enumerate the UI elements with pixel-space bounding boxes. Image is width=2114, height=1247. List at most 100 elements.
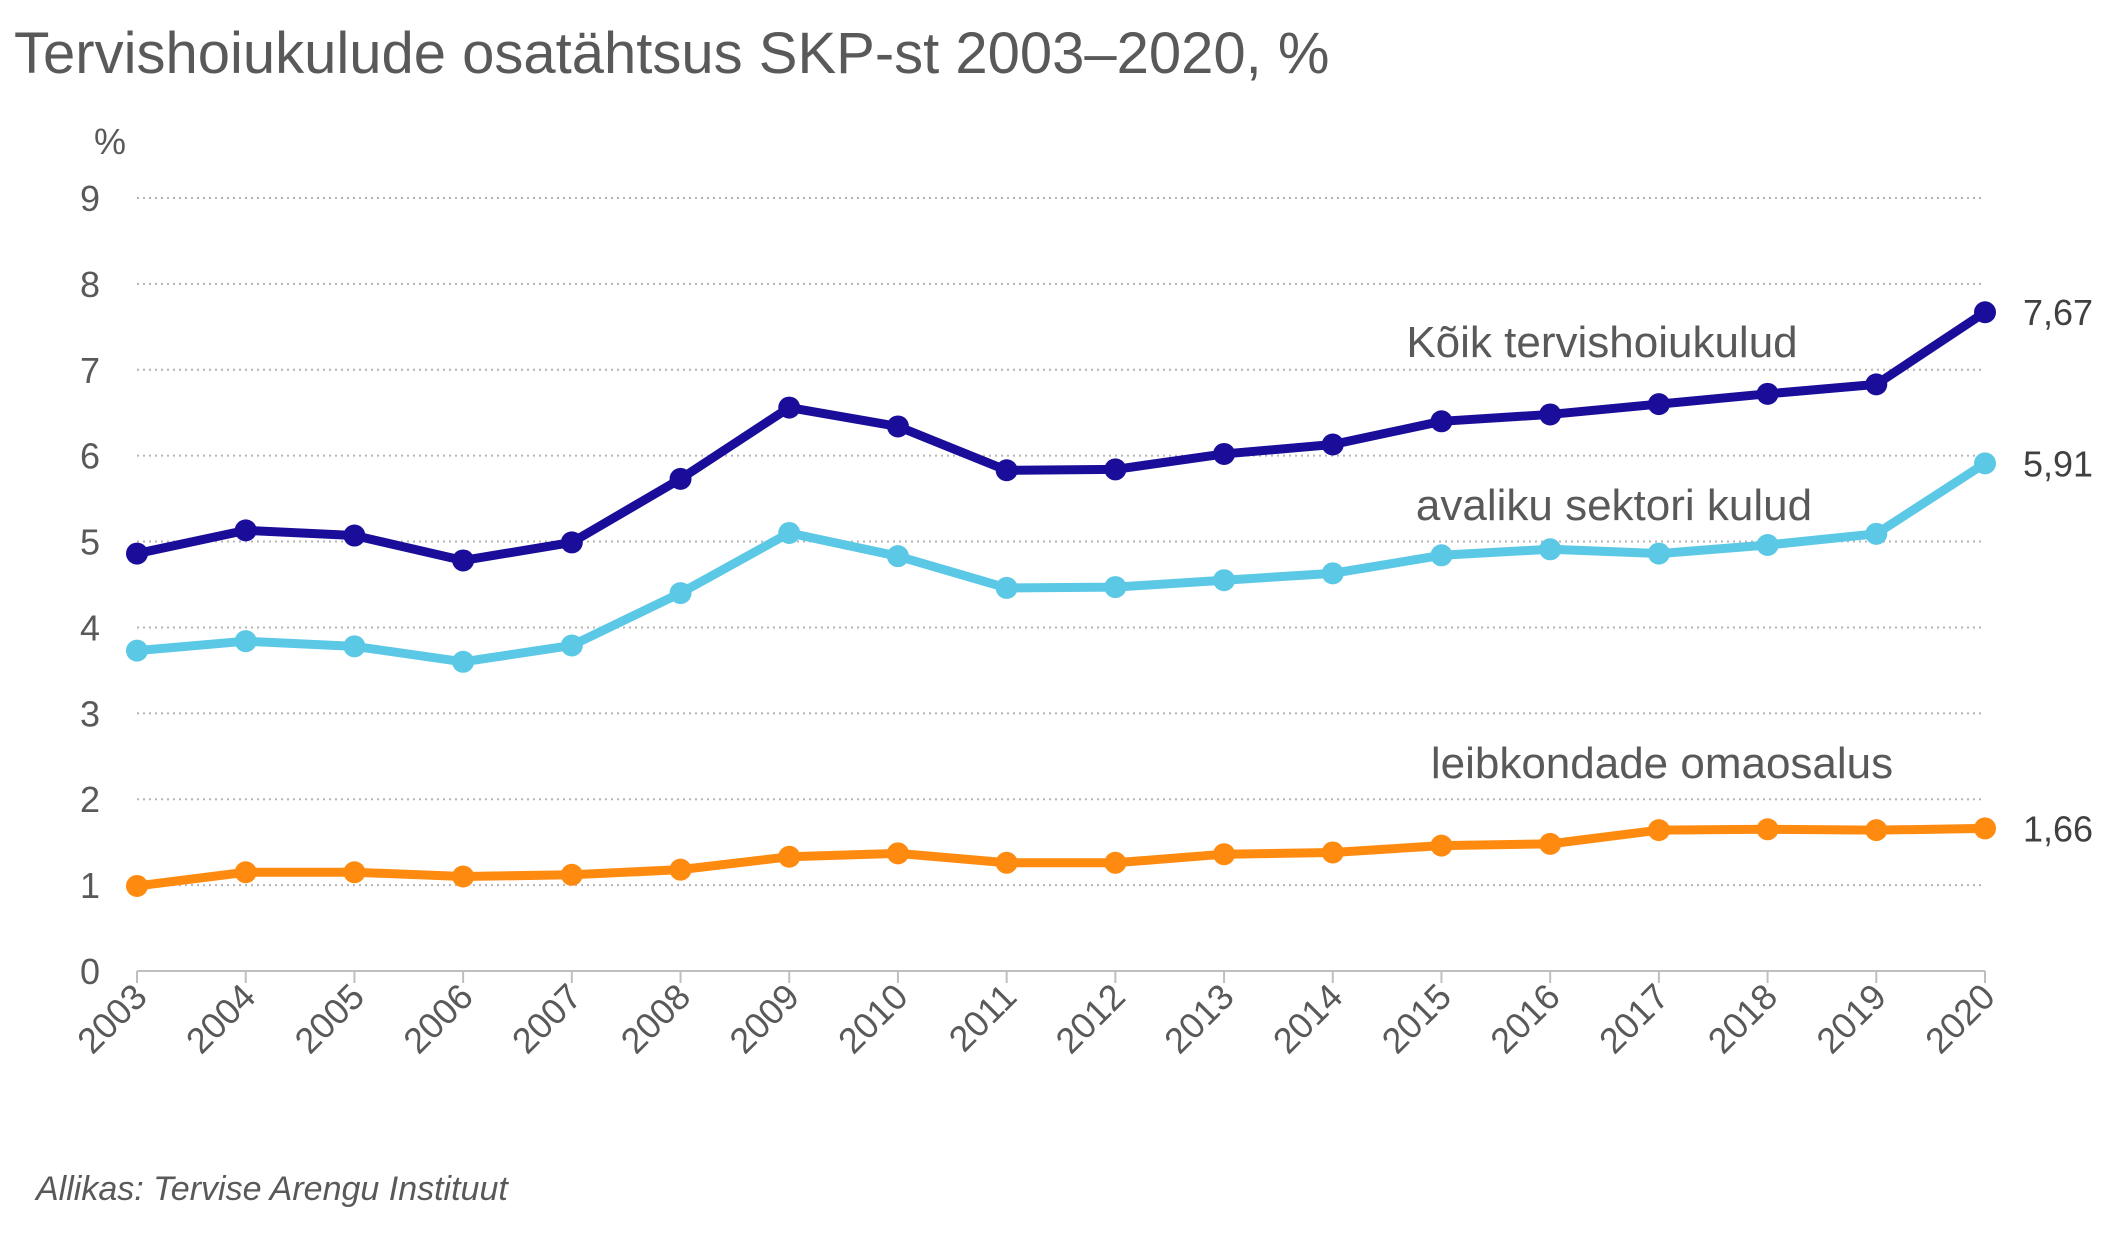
source-note: Allikas: Tervise Arengu Instituut	[36, 1170, 508, 1208]
data-point	[1539, 538, 1562, 561]
data-point	[669, 582, 692, 605]
data-point	[1430, 544, 1453, 567]
end-value-label: 1,66	[2023, 808, 2093, 849]
data-point	[1756, 818, 1779, 841]
data-point	[234, 861, 257, 884]
data-point	[886, 415, 909, 438]
data-point	[560, 863, 583, 886]
gridlines	[137, 197, 1985, 887]
data-point	[1865, 373, 1888, 396]
data-point	[1647, 819, 1670, 842]
series-line	[132, 823, 1990, 891]
series-name-label: Kõik tervishoiukulud	[1406, 318, 1797, 367]
data-point	[1756, 382, 1779, 405]
series-line	[132, 458, 1990, 667]
end-value-label: 5,91	[2023, 443, 2093, 484]
data-point	[126, 542, 148, 565]
data-point	[1539, 832, 1562, 855]
x-tick-label: 2017	[1591, 976, 1677, 1062]
data-point	[1974, 301, 1996, 324]
series-name-label: leibkondade omaosalus	[1431, 739, 1893, 788]
series-line	[132, 307, 1990, 565]
data-point	[1865, 522, 1888, 545]
data-point	[1104, 851, 1127, 874]
series-3	[126, 817, 1996, 897]
data-point	[452, 650, 475, 673]
chart-title: Tervishoiukulude osatähtsus SKP-st 2003–…	[14, 21, 1330, 86]
data-point	[126, 874, 148, 897]
x-tick-label: 2010	[830, 976, 916, 1062]
data-point	[343, 635, 366, 658]
x-tick-label: 2012	[1047, 976, 1133, 1062]
x-tick-label: 2015	[1374, 976, 1460, 1062]
data-point	[1647, 542, 1670, 565]
data-point	[1104, 458, 1127, 481]
data-point	[1539, 403, 1562, 426]
data-point	[452, 549, 475, 572]
data-point	[234, 519, 257, 542]
data-point	[669, 467, 692, 490]
data-point	[234, 630, 257, 653]
x-tick-label: 2006	[395, 976, 481, 1062]
series-labels: Kõik tervishoiukulud 7,67 avaliku sektori …	[1406, 292, 2093, 849]
data-point	[886, 545, 909, 568]
data-point	[995, 851, 1018, 874]
data-point	[1865, 819, 1888, 842]
data-point	[1213, 442, 1236, 465]
y-tick-label: 2	[80, 779, 100, 820]
data-point	[778, 845, 801, 868]
data-point	[343, 861, 366, 884]
x-tick-label: 2005	[286, 976, 372, 1062]
data-point	[1974, 817, 1996, 840]
x-tick-label: 2004	[178, 976, 264, 1062]
x-tick-label: 2016	[1482, 976, 1568, 1062]
x-tick-label: 2008	[613, 976, 699, 1062]
y-tick-label: 5	[80, 522, 100, 563]
y-tick-label: 8	[80, 264, 100, 305]
data-point	[1430, 834, 1453, 857]
y-tick-label: 6	[80, 436, 100, 477]
x-tick-label: 2019	[1808, 976, 1894, 1062]
data-point	[1974, 452, 1996, 475]
y-tick-label: 7	[80, 350, 100, 391]
data-point	[1321, 562, 1344, 585]
data-point	[1321, 841, 1344, 864]
x-tick-label: 2007	[504, 976, 590, 1062]
data-point	[886, 842, 909, 865]
data-point	[1430, 410, 1453, 433]
series-1	[126, 301, 1996, 572]
data-point	[995, 576, 1018, 599]
data-point	[995, 459, 1018, 482]
x-tick-label: 2011	[941, 976, 1025, 1060]
data-point	[560, 634, 583, 657]
data-point	[778, 521, 801, 544]
data-point	[669, 858, 692, 881]
data-point	[560, 531, 583, 554]
y-tick-label: 0	[80, 951, 100, 992]
data-point	[343, 524, 366, 547]
data-point	[1213, 569, 1236, 592]
y-axis-unit: %	[94, 121, 126, 162]
data-point	[126, 639, 148, 662]
x-tick-label: 2009	[721, 976, 807, 1062]
series-name-label: avaliku sektori kulud	[1416, 481, 1812, 530]
end-value-label: 7,67	[2023, 292, 2093, 333]
x-tick-label: 2013	[1156, 976, 1242, 1062]
y-tick-label: 3	[80, 693, 100, 734]
data-point	[1104, 576, 1127, 599]
x-tick-label: 2020	[1917, 976, 2003, 1062]
data-point	[1756, 533, 1779, 556]
y-tick-label: 9	[80, 178, 100, 219]
data-point	[1647, 393, 1670, 416]
y-tick-label: 1	[80, 865, 100, 906]
series-lines	[126, 301, 1996, 897]
data-point	[1213, 843, 1236, 866]
y-tick-label: 4	[80, 607, 100, 648]
series-2	[126, 452, 1996, 673]
data-point	[452, 865, 475, 888]
data-point	[1321, 433, 1344, 456]
x-tick-label: 2018	[1700, 976, 1786, 1062]
x-tick-label: 2014	[1265, 976, 1351, 1062]
data-point	[778, 396, 801, 419]
